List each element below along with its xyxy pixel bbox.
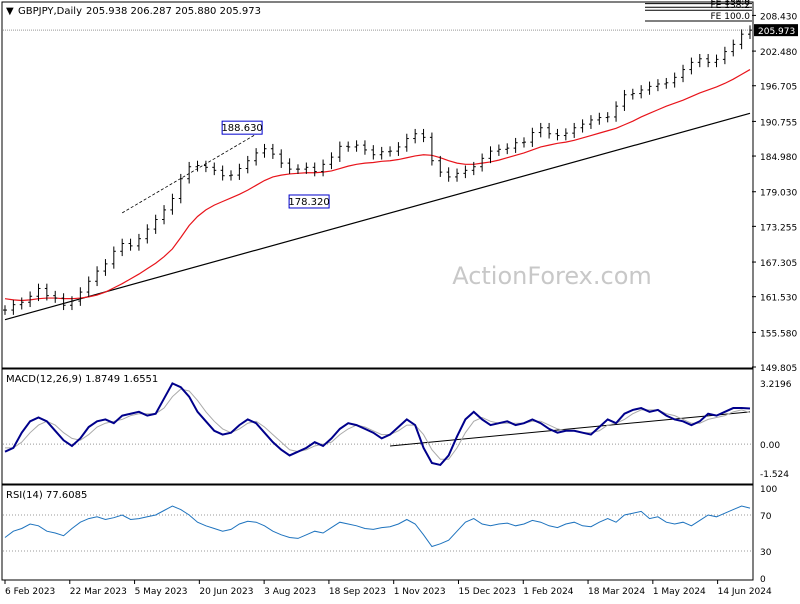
axes-layer: 208.430 202.480 196.705 190.755 184.980 179.0… (4, 12, 798, 597)
price-trendline (4, 112, 751, 321)
x-tick-label: 1 Feb 2024 (523, 587, 574, 597)
annotation-label: 178.320 (288, 197, 329, 208)
macd-y-tick-label: 3.2196 (760, 380, 792, 390)
x-tick-label: 18 Mar 2024 (588, 587, 645, 597)
chart-ohlc: 205.938 206.287 205.880 205.973 (86, 6, 261, 17)
price-panel-frame (1, 1, 754, 369)
macd-panel-frame (1, 368, 754, 485)
macd-line (4, 382, 751, 467)
macd-trendline (390, 411, 751, 447)
x-tick-label: 14 Jun 2024 (718, 587, 772, 597)
x-tick-label: 20 Jun 2023 (199, 587, 253, 597)
rsi-y-tick-label: 70 (760, 512, 772, 522)
price-y-tick-label: 179.030 (760, 189, 797, 199)
annotation-box (221, 120, 263, 135)
rsi-layer (3, 505, 752, 552)
macd-y-tick-label: 0.00 (760, 441, 780, 451)
chart-symbol: GBPJPY,Daily (18, 6, 82, 17)
price-y-tick-label: 167.305 (760, 259, 797, 269)
x-tick-label: 6 Feb 2023 (5, 587, 55, 597)
price-y-tick-label: 202.480 (760, 48, 797, 58)
fib-label: FE 161.8 (711, 0, 751, 5)
rsi-title: RSI(14) 77.6085 (6, 490, 87, 501)
price-y-tick-label: 208.430 (760, 12, 797, 22)
header-triangle: ▼ (6, 6, 14, 17)
price-y-tick-label: 161.530 (760, 294, 797, 304)
price-layer: FE 161.8FE 150.0FE 138.2FE 100.0 188.630 1… (3, 0, 752, 321)
rsi-panel-frame (1, 484, 754, 581)
price-y-tick-label: 149.805 (760, 364, 797, 374)
last-price-box (754, 24, 798, 37)
watermark: ActionForex.com (452, 262, 652, 290)
price-y-tick-label: 173.255 (760, 223, 797, 233)
price-y-tick-label: 184.980 (760, 153, 797, 163)
rsi-y-tick-label: 30 (760, 548, 772, 558)
signal-line (5, 388, 751, 460)
last-price-label: 205.973 (758, 27, 795, 37)
x-tick-label: 22 Mar 2023 (70, 587, 127, 597)
price-y-tick-label: 190.755 (760, 118, 797, 128)
price-y-tick-label: 196.705 (760, 83, 797, 93)
fib-label: FE 138.2 (711, 1, 751, 11)
macd-title: MACD(12,26,9) 1.8749 1.6551 (6, 374, 158, 385)
macd-layer (3, 382, 752, 467)
rsi-y-tick-label: 0 (760, 575, 766, 585)
x-tick-label: 3 Aug 2023 (264, 587, 316, 597)
x-tick-label: 18 Sep 2023 (329, 587, 386, 597)
macd-y-tick-label: -1.524 (760, 470, 789, 480)
x-tick-label: 15 Dec 2023 (458, 587, 516, 597)
x-tick-label: 1 May 2024 (653, 587, 706, 597)
fib-label: FE 100.0 (711, 12, 751, 22)
fib-label: FE 150.0 (711, 0, 751, 8)
ema-line (4, 69, 751, 302)
annotation-box (288, 194, 330, 209)
annotation-label: 188.630 (221, 123, 262, 134)
rsi-line (4, 505, 751, 548)
x-tick-label: 1 Nov 2023 (394, 587, 446, 597)
price-y-tick-label: 155.580 (760, 329, 797, 339)
x-tick-label: 5 May 2023 (135, 587, 188, 597)
rsi-y-tick-label: 100 (760, 485, 777, 495)
